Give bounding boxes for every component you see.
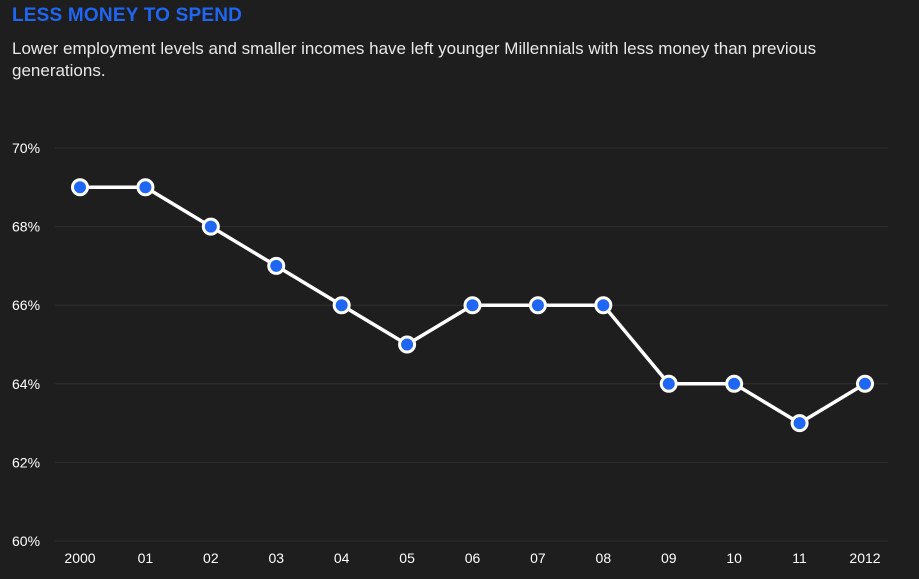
chart-subtitle: Lower employment levels and smaller inco… — [12, 39, 817, 80]
y-tick-label: 64% — [12, 376, 40, 392]
x-tick-label: 09 — [661, 550, 677, 566]
data-point — [201, 217, 220, 236]
y-tick: 66% — [12, 297, 40, 313]
x-tick-label: 05 — [399, 550, 415, 566]
y-tick-label: 68% — [12, 219, 40, 235]
data-point — [463, 296, 482, 315]
x-tick: 11 — [792, 550, 807, 566]
x-tick: 06 — [465, 550, 481, 566]
data-point — [136, 178, 155, 197]
y-tick: 60% — [12, 533, 40, 549]
x-tick-label: 02 — [203, 550, 219, 566]
x-tick-label: 10 — [726, 550, 742, 566]
data-point — [71, 178, 89, 197]
x-tick-label: 08 — [596, 550, 612, 566]
data-point — [528, 296, 547, 315]
x-tick: 03 — [268, 550, 284, 566]
y-tick-label: 60% — [12, 533, 40, 549]
x-tick-label: 04 — [334, 550, 350, 566]
x-tick: 04 — [334, 550, 350, 566]
x-tick: 08 — [596, 550, 612, 566]
data-point — [332, 296, 351, 315]
y-tick-label: 70% — [12, 140, 40, 156]
data-point — [594, 296, 613, 315]
y-tick: 68% — [12, 219, 40, 235]
x-tick: 05 — [399, 550, 415, 566]
y-tick: 62% — [12, 454, 40, 470]
x-tick: 2012 — [849, 550, 880, 566]
data-point — [659, 374, 678, 393]
x-tick-label: 01 — [138, 550, 154, 566]
x-tick: 02 — [203, 550, 219, 566]
x-tick-label: 07 — [530, 550, 546, 566]
grid-lines — [55, 147, 888, 542]
x-tick-label: 2000 — [64, 550, 95, 566]
y-tick: 64% — [12, 376, 40, 392]
x-axis: 2000 01 02 03 04 05 06 07 08 09 10 11 2012 — [64, 550, 880, 566]
x-tick: 09 — [661, 550, 677, 566]
data-point — [790, 414, 809, 433]
x-tick-label: 03 — [268, 550, 284, 566]
y-tick-label: 66% — [12, 297, 40, 313]
x-tick-label: 2012 — [849, 550, 880, 566]
series — [71, 178, 874, 433]
data-point — [856, 374, 874, 393]
y-axis: 70% 68% 66% 64% 62% 60% — [12, 140, 40, 549]
x-tick: 2000 — [64, 550, 95, 566]
x-tick: 07 — [530, 550, 546, 566]
y-tick-label: 62% — [12, 454, 40, 470]
x-tick-label: 06 — [465, 550, 481, 566]
y-tick: 70% — [12, 140, 40, 156]
chart-title: LESS MONEY TO SPEND — [12, 5, 243, 26]
data-point — [267, 256, 286, 275]
data-point — [725, 374, 744, 393]
x-tick-label: 11 — [792, 550, 807, 566]
data-point — [398, 335, 417, 354]
x-tick: 01 — [138, 550, 154, 566]
x-tick: 10 — [726, 550, 742, 566]
